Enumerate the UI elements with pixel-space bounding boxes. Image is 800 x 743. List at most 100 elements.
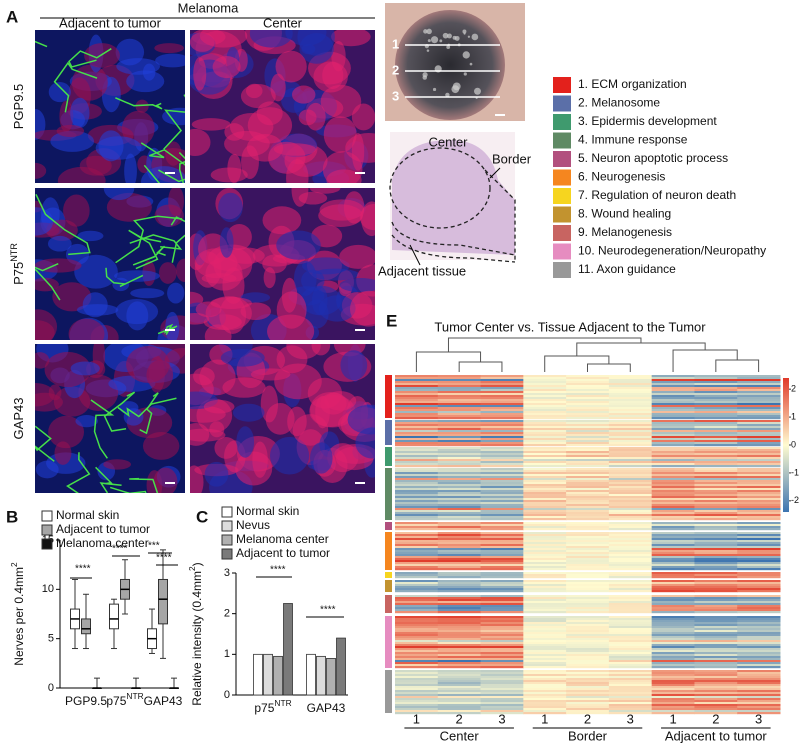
blob (114, 270, 160, 282)
heatmap-cell (608, 672, 653, 675)
heatmap-cell (480, 422, 524, 425)
heatmap-cell (395, 496, 439, 499)
heatmap-cell (694, 586, 738, 589)
heatmap-cell (651, 468, 695, 471)
heatmap-cell (608, 640, 653, 643)
heatmap-cell (395, 536, 439, 539)
heatmap-cell (437, 478, 482, 481)
heatmap-cell (737, 686, 781, 689)
heatmap-cell (737, 484, 781, 487)
heatmap-cell (694, 472, 738, 475)
heatmap-cell (651, 582, 695, 585)
heatmap-cell (737, 708, 781, 711)
heatmap-cell (737, 574, 781, 577)
heatmap-cell (480, 618, 524, 621)
heatmap-cell (608, 449, 653, 452)
heatmap-cell (523, 482, 567, 485)
heatmap-cell (651, 506, 695, 509)
heatmap-cell (651, 580, 695, 583)
x-tick-label: GAP43 (307, 701, 346, 715)
heatmap-cell (395, 622, 439, 625)
legend-label: Melanoma center (236, 532, 329, 546)
heatmap-cell (694, 666, 738, 669)
heatmap-cell (395, 480, 439, 483)
heatmap-cell (395, 506, 439, 509)
heatmap-cell (395, 595, 439, 598)
blob (59, 100, 74, 133)
heatmap-cell (694, 510, 738, 513)
heatmap-cell (395, 409, 439, 412)
heatmap-cell (737, 572, 781, 575)
heatmap-cell (608, 576, 653, 579)
heatmap-cell (608, 566, 653, 569)
heatmap-cell (395, 379, 439, 382)
heatmap-cell (523, 548, 567, 551)
heatmap-cell (694, 558, 738, 561)
heatmap-cell (694, 387, 738, 390)
heatmap-cell (480, 704, 524, 707)
heatmap-cell (437, 457, 482, 460)
heatmap-cell (480, 628, 524, 631)
heatmap-cell (566, 540, 610, 543)
heatmap-cell (523, 422, 567, 425)
heatmap-cell (694, 453, 738, 456)
heatmap-cell (437, 708, 482, 711)
heatmap-cell (566, 417, 610, 420)
heatmap-cell (395, 383, 439, 386)
heatmap-cell (480, 508, 524, 511)
speckle (447, 33, 452, 39)
heatmap-cell (437, 484, 482, 487)
heatmap-cell (651, 504, 695, 507)
heatmap-cell (651, 502, 695, 505)
heatmap-cell (523, 536, 567, 539)
heatmap-cell (566, 712, 610, 715)
box (158, 578, 168, 625)
heatmap-cell (608, 628, 653, 631)
heatmap-cell (651, 455, 695, 458)
heatmap-cell (523, 562, 567, 565)
heatmap-cell (694, 574, 738, 577)
heatmap-cell (437, 518, 482, 521)
heatmap-cell (523, 597, 567, 600)
heatmap-cell (395, 532, 439, 535)
heatmap-cell (566, 601, 610, 604)
heatmap-cell (437, 658, 482, 661)
heatmap-cell (651, 399, 695, 402)
column-label: 3 (627, 711, 634, 726)
heatmap-cell (608, 638, 653, 641)
legend-swatch (553, 77, 571, 93)
blob (190, 128, 211, 157)
heatmap-cell (395, 676, 439, 679)
heatmap-cell (480, 700, 524, 703)
text-part: PGP9.5 (11, 84, 26, 130)
heatmap-cell (608, 512, 653, 515)
heatmap-cell (737, 524, 781, 527)
heatmap-cell (395, 486, 439, 489)
heatmap-cell (737, 502, 781, 505)
heatmap-cell (608, 636, 653, 639)
blob (232, 403, 265, 422)
heatmap-cell (651, 704, 695, 707)
heatmap-cell (566, 465, 610, 468)
heatmap-cell (523, 463, 567, 466)
heatmap-cell (566, 472, 610, 475)
heatmap-cell (566, 422, 610, 425)
heatmap-cell (566, 447, 610, 450)
heatmap-cell (608, 586, 653, 589)
heatmap-cell (651, 562, 695, 565)
heatmap-cell (523, 436, 567, 439)
nerve-fiber (115, 215, 183, 264)
heatmap-cell (395, 510, 439, 513)
heatmap-cell (437, 482, 482, 485)
heatmap-cell (694, 572, 738, 575)
heatmap-cell (437, 434, 482, 437)
heatmap-cell (395, 552, 439, 555)
heatmap-cell (523, 470, 567, 473)
heatmap-cell (608, 616, 653, 619)
heatmap-cell (608, 447, 653, 450)
blob (44, 351, 91, 388)
blob (291, 85, 316, 104)
heatmap-cell (566, 455, 610, 458)
significance: *** (148, 541, 160, 552)
heatmap-cell (651, 470, 695, 473)
